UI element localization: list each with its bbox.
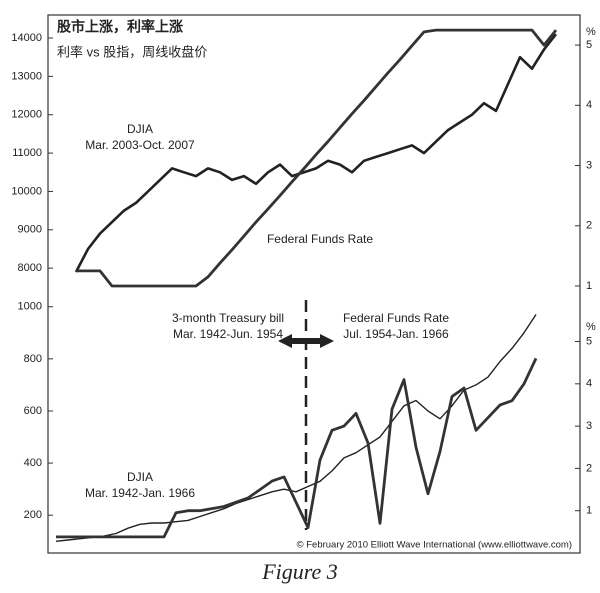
- y2-tick-label: 1: [586, 505, 592, 517]
- caption: Figure 3: [261, 559, 338, 584]
- annotation: Jul. 1954-Jan. 1966: [343, 327, 449, 341]
- annotation: DJIA: [127, 470, 153, 484]
- y2-tick-label: 4: [586, 378, 592, 390]
- y2-tick-label: 5: [586, 335, 592, 347]
- double-arrow: [278, 334, 334, 348]
- y2-tick-label: 2: [586, 462, 592, 474]
- series-line: [76, 28, 558, 288]
- y2-unit: %: [586, 26, 596, 38]
- y-tick-label: 200: [24, 509, 42, 521]
- y2-tick-label: 2: [586, 220, 592, 232]
- y2-tick-label: 5: [586, 39, 592, 51]
- y2-tick-label: 1: [586, 280, 592, 292]
- series-line: [56, 357, 538, 539]
- series-line: [55, 314, 537, 542]
- annotation: Mar. 1942-Jan. 1966: [85, 486, 195, 500]
- y-tick-label: 11000: [12, 147, 42, 159]
- y2-unit: %: [586, 321, 596, 333]
- annotation: DJIA: [127, 122, 153, 136]
- annotation: Mar. 2003-Oct. 2007: [85, 138, 195, 152]
- y2-tick-label: 3: [586, 159, 592, 171]
- y-tick-label: 400: [24, 457, 42, 469]
- y2-tick-label: 4: [586, 99, 592, 111]
- y-tick-label: 8000: [18, 262, 42, 274]
- plot-frame: [47, 14, 581, 554]
- y-tick-label: 13000: [11, 70, 42, 82]
- chart-subtitle: 利率 vs 股指，周线收盘价: [57, 44, 207, 59]
- chart-title: 股市上涨，利率上涨: [57, 19, 183, 35]
- y-tick-label: 600: [24, 405, 42, 417]
- annotation: 3-month Treasury bill: [172, 311, 284, 325]
- y-tick-label: 800: [24, 353, 42, 365]
- annotation: Federal Funds Rate: [267, 232, 373, 246]
- y-tick-label: 12000: [11, 109, 42, 121]
- y-tick-label: 1000: [18, 301, 42, 313]
- y-tick-label: 10000: [11, 185, 42, 197]
- y-tick-label: 14000: [11, 32, 42, 44]
- series-line: [74, 33, 558, 273]
- y-tick-label: 9000: [18, 224, 42, 236]
- source-note: © February 2010 Elliott Wave Internation…: [297, 540, 572, 551]
- annotation: Mar. 1942-Jun. 1954: [173, 327, 283, 341]
- y2-tick-label: 3: [586, 420, 592, 432]
- annotation: Federal Funds Rate: [343, 311, 449, 325]
